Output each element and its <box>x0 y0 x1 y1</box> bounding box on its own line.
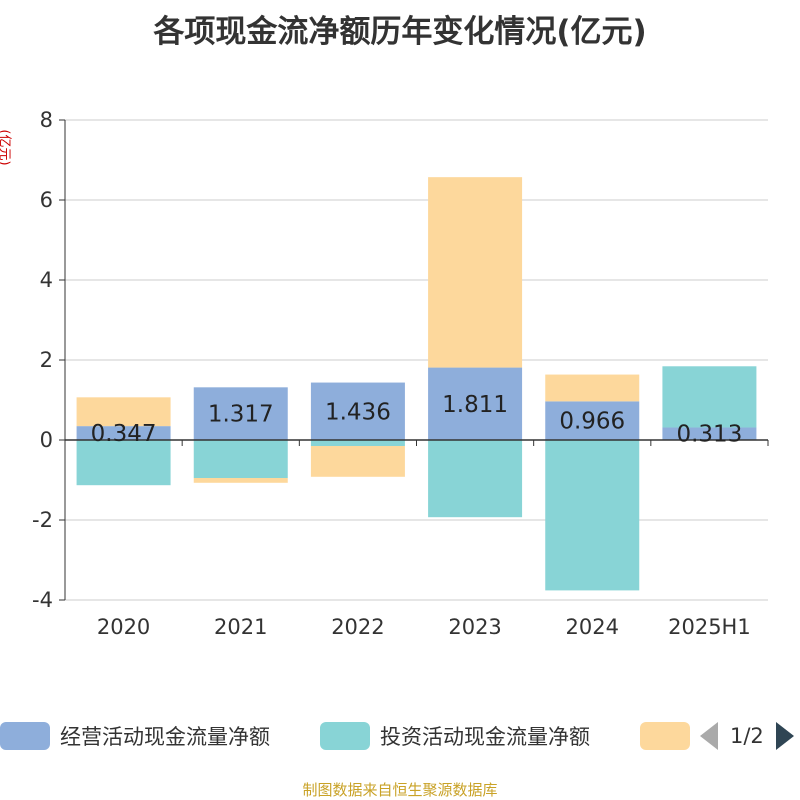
data-source: 制图数据来自恒生聚源数据库 <box>302 781 498 799</box>
bar-series0-2023 <box>428 367 523 440</box>
legend-item-third[interactable] <box>640 716 690 756</box>
data-label-2022: 1.436 <box>325 399 391 425</box>
legend-label-operating: 经营活动现金流量净额 <box>60 725 270 749</box>
legend-label-investing: 投资活动现金流量净额 <box>380 725 590 749</box>
data-label-2025H1: 0.313 <box>676 422 742 448</box>
bar-series0-2024 <box>545 401 640 440</box>
bar-series0-2021 <box>193 387 288 440</box>
bar-series2-2024 <box>545 374 640 402</box>
x-tick-label: 2022 <box>331 615 384 639</box>
y-tick-label: -2 <box>32 508 53 532</box>
legend-page-indicator: 1/2 <box>730 724 764 748</box>
data-label-2024: 0.966 <box>559 409 625 435</box>
legend: 经营活动现金流量净额 投资活动现金流量净额 <box>0 716 800 756</box>
bar-series0-2020 <box>76 426 171 440</box>
x-tick-label: 2020 <box>97 615 150 639</box>
y-tick-label: 2 <box>40 348 53 372</box>
legend-item-operating[interactable]: 经营活动现金流量净额 <box>0 716 270 756</box>
bar-series1-2022 <box>310 440 405 446</box>
bar-series0-2025H1 <box>662 427 757 440</box>
legend-swatch-investing <box>320 722 370 750</box>
legend-swatch-third <box>640 722 690 750</box>
data-label-2023: 1.811 <box>442 392 508 418</box>
legend-pager: 1/2 <box>700 716 794 756</box>
y-tick-label: 6 <box>40 188 53 212</box>
x-tick-label: 2021 <box>214 615 267 639</box>
prev-page-icon[interactable] <box>700 722 718 750</box>
bar-series2-2021 <box>193 478 288 483</box>
bar-series1-2025H1 <box>662 366 757 428</box>
bar-series1-2020 <box>76 440 171 486</box>
bar-series1-2021 <box>193 440 288 478</box>
x-tick-label: 2024 <box>566 615 619 639</box>
bar-series2-2020 <box>76 397 171 427</box>
bar-series1-2023 <box>428 440 523 518</box>
bar-series0-2022 <box>310 382 405 440</box>
data-label-2021: 1.317 <box>208 402 274 428</box>
bar-series2-2023 <box>428 177 523 368</box>
bar-series2-2022 <box>310 446 405 477</box>
y-tick-label: -4 <box>32 588 53 612</box>
next-page-icon[interactable] <box>775 722 794 750</box>
data-label-2020: 0.347 <box>91 421 157 447</box>
y-tick-label: 4 <box>40 268 53 292</box>
bar-series1-2024 <box>545 440 640 591</box>
chart-title: 各项现金流净额历年变化情况(亿元) <box>153 14 647 50</box>
x-tick-label: 2025H1 <box>668 615 751 639</box>
y-tick-label: 8 <box>40 108 53 132</box>
y-tick-label: 0 <box>40 428 53 452</box>
legend-item-investing[interactable]: 投资活动现金流量净额 <box>320 716 590 756</box>
legend-swatch-operating <box>0 722 50 750</box>
x-tick-label: 2023 <box>448 615 501 639</box>
